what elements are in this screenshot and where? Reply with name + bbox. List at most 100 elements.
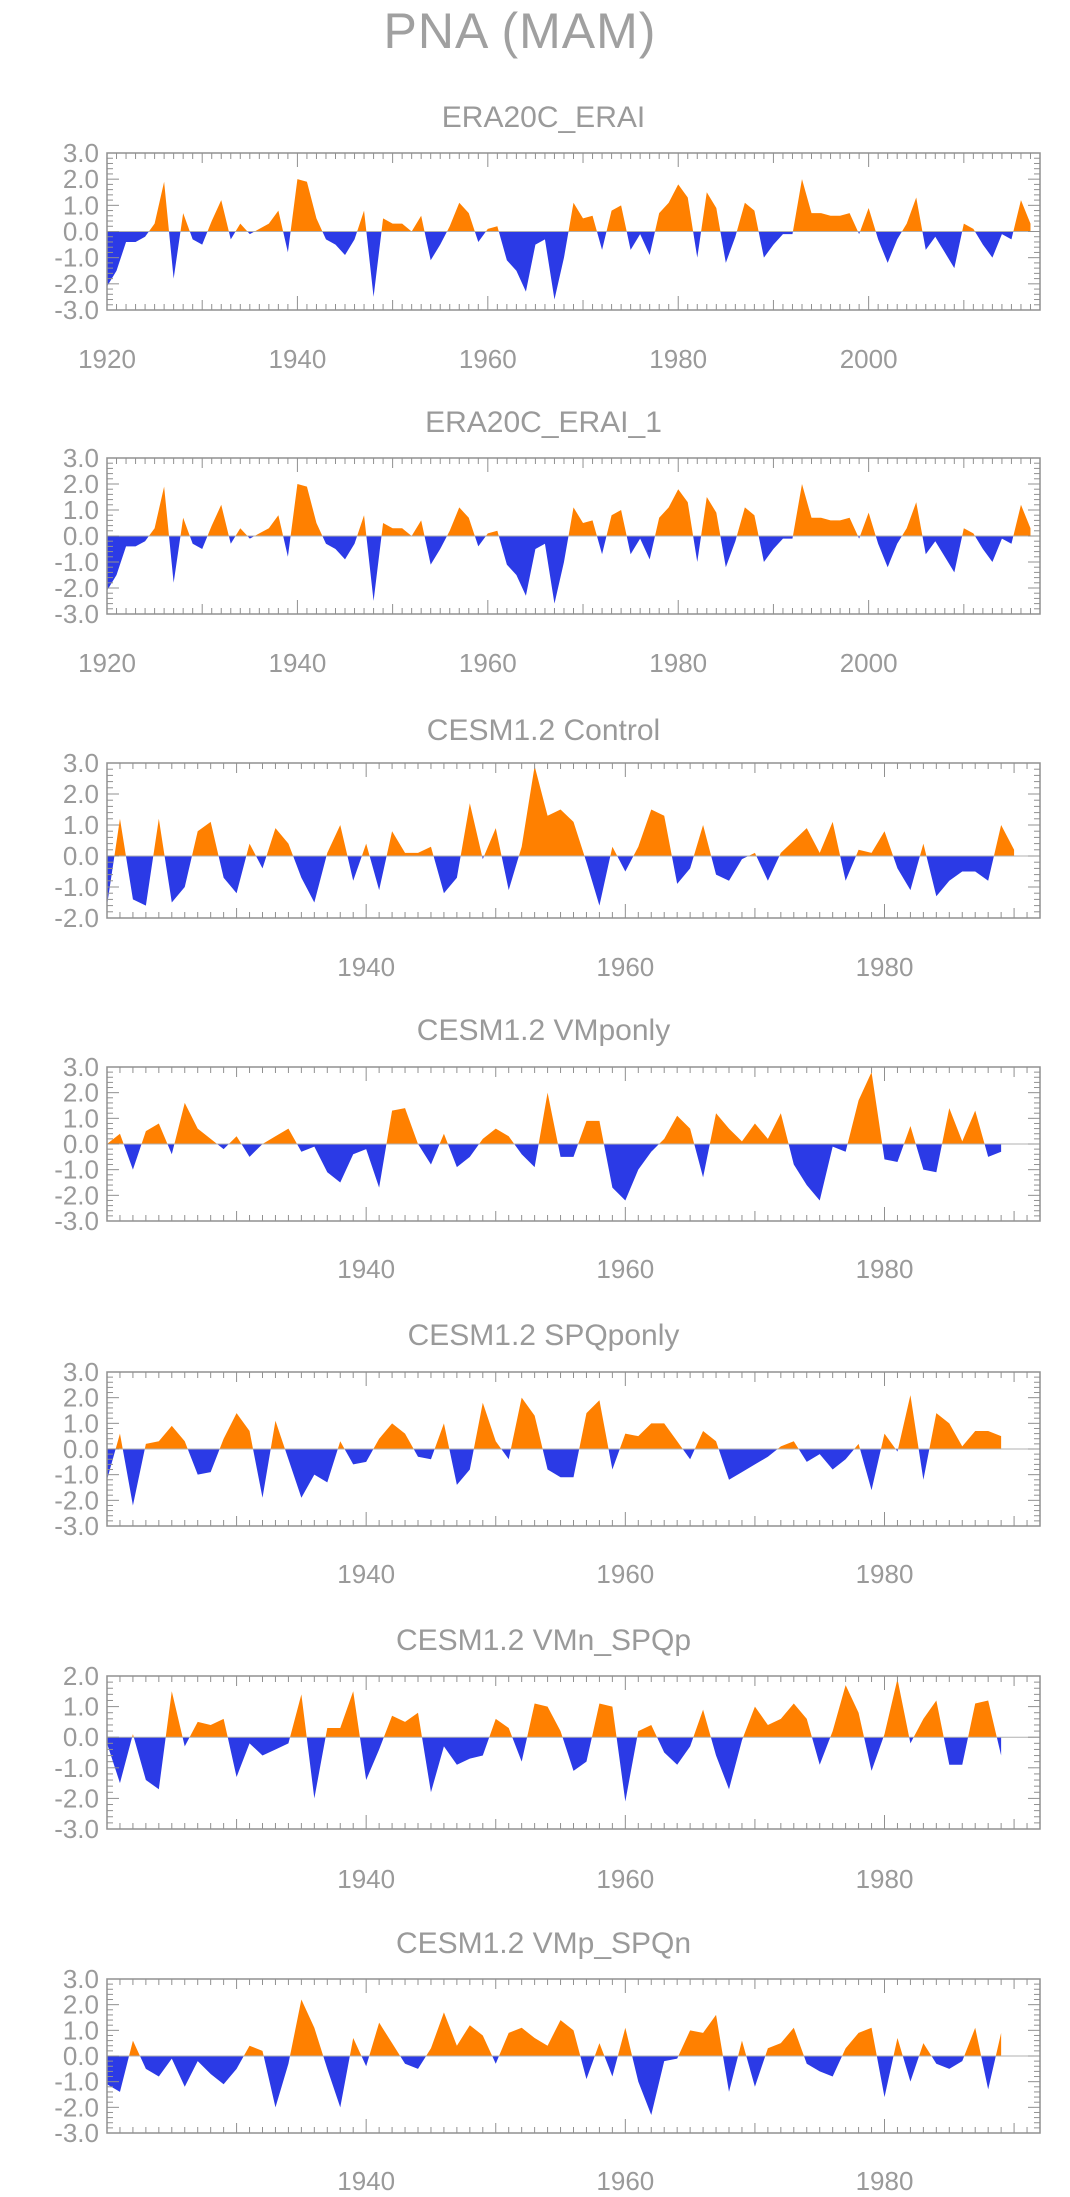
negative-area — [107, 536, 1031, 604]
x-tick-label: 1920 — [78, 344, 136, 374]
panel-1: ERA20C_ERAI 3.02.01.00.0-1.0-2.0-3.0 1920 1… — [54, 101, 1041, 374]
y-tick-label: -3.0 — [54, 1511, 99, 1541]
x-tick-label: 1940 — [337, 1254, 395, 1284]
y-tick-label: 1.0 — [63, 2015, 99, 2045]
x-tick-label: 1940 — [268, 648, 326, 678]
y-tick-label: -2.0 — [54, 903, 99, 933]
x-tick-label: 1980 — [856, 1559, 914, 1589]
y-tick-label: 0.0 — [63, 521, 99, 551]
y-tick-label: 1.0 — [63, 1103, 99, 1133]
positive-area — [107, 1395, 1002, 1449]
positive-area — [107, 766, 1015, 856]
y-tick-label: -3.0 — [54, 295, 99, 325]
x-tick-label: 1960 — [596, 1254, 654, 1284]
y-tick-label: 3.0 — [63, 1357, 99, 1387]
y-tick-label: 0.0 — [63, 2041, 99, 2071]
panel-2: ERA20C_ERAI_1 3.02.01.00.0-1.0-2.0-3.0 192… — [54, 406, 1041, 678]
panel-title: ERA20C_ERAI_1 — [425, 406, 662, 439]
negative-area — [107, 1737, 1002, 1802]
positive-area — [107, 1072, 1002, 1144]
x-tick-label: 1960 — [459, 344, 517, 374]
y-tick-label: 3.0 — [63, 443, 99, 473]
negative-area — [107, 2056, 1002, 2116]
panel-title: CESM1.2 SPQponly — [408, 1319, 680, 1352]
y-tick-label: 1.0 — [63, 495, 99, 525]
y-tick-label: 1.0 — [63, 1408, 99, 1438]
y-tick-label: 2.0 — [63, 469, 99, 499]
y-tick-label: -1.0 — [54, 243, 99, 273]
panel-title: CESM1.2 Control — [427, 714, 660, 747]
x-tick-label: 2000 — [840, 648, 898, 678]
y-tick-label: -1.0 — [54, 872, 99, 902]
x-tick-label: 1980 — [856, 1254, 914, 1284]
x-tick-label: 1980 — [856, 952, 914, 982]
panel-title: CESM1.2 VMponly — [417, 1014, 670, 1047]
negative-area — [107, 231, 1031, 300]
y-tick-label: -3.0 — [54, 1814, 99, 1844]
y-tick-label: 2.0 — [63, 779, 99, 809]
panel-title: CESM1.2 VMn_SPQp — [396, 1624, 691, 1657]
y-tick-label: 0.0 — [63, 1434, 99, 1464]
y-tick-label: 1.0 — [63, 190, 99, 220]
positive-area — [107, 179, 1031, 232]
x-tick-label: 1920 — [78, 648, 136, 678]
panel-6: CESM1.2 VMn_SPQp 2.01.00.0-1.0-2.0-3.0 194… — [54, 1624, 1041, 1894]
y-tick-label: 0.0 — [63, 1722, 99, 1752]
x-tick-label: 1980 — [856, 2166, 914, 2196]
y-tick-label: 2.0 — [63, 1078, 99, 1108]
y-tick-label: 3.0 — [63, 748, 99, 778]
y-tick-label: 0.0 — [63, 1129, 99, 1159]
y-tick-label: -1.0 — [54, 2067, 99, 2097]
panel-title: CESM1.2 VMp_SPQn — [396, 1927, 691, 1960]
x-tick-label: 2000 — [840, 344, 898, 374]
y-tick-label: 0.0 — [63, 841, 99, 871]
x-tick-label: 1960 — [596, 2166, 654, 2196]
y-tick-label: 3.0 — [63, 1964, 99, 1994]
y-tick-label: -3.0 — [54, 599, 99, 629]
x-tick-label: 1960 — [596, 1559, 654, 1589]
y-tick-label: 0.0 — [63, 217, 99, 247]
x-tick-label: 1940 — [337, 1559, 395, 1589]
panel-3: CESM1.2 Control 3.02.01.00.0-1.0-2.0 1940 1… — [54, 714, 1041, 982]
positive-area — [107, 484, 1031, 536]
x-tick-label: 1940 — [268, 344, 326, 374]
y-tick-label: -2.0 — [54, 573, 99, 603]
y-tick-label: 3.0 — [63, 1052, 99, 1082]
y-tick-label: -1.0 — [54, 1155, 99, 1185]
negative-area — [107, 1144, 1002, 1201]
x-tick-label: 1980 — [649, 344, 707, 374]
y-tick-label: -2.0 — [54, 269, 99, 299]
y-tick-label: 2.0 — [63, 1661, 99, 1691]
x-tick-label: 1940 — [337, 1864, 395, 1894]
x-tick-label: 1960 — [596, 1864, 654, 1894]
y-tick-label: 1.0 — [63, 1692, 99, 1722]
y-tick-label: 2.0 — [63, 164, 99, 194]
y-tick-label: -3.0 — [54, 2118, 99, 2148]
positive-area — [107, 1999, 1002, 2056]
y-tick-label: 2.0 — [63, 1383, 99, 1413]
y-tick-label: -2.0 — [54, 1485, 99, 1515]
panel-5: CESM1.2 SPQponly 3.02.01.00.0-1.0-2.0-3.0… — [54, 1319, 1041, 1589]
y-tick-label: -1.0 — [54, 1460, 99, 1490]
y-tick-label: -2.0 — [54, 1783, 99, 1813]
y-tick-label: -2.0 — [54, 2092, 99, 2122]
figure-title: PNA (MAM) — [383, 3, 657, 59]
panel-7: CESM1.2 VMp_SPQn 3.02.01.00.0-1.0-2.0-3.0… — [54, 1927, 1041, 2196]
x-tick-label: 1960 — [459, 648, 517, 678]
x-tick-label: 1960 — [596, 952, 654, 982]
x-tick-label: 1940 — [337, 952, 395, 982]
positive-area — [107, 1679, 1002, 1738]
panel-4: CESM1.2 VMponly 3.02.01.00.0-1.0-2.0-3.0 1… — [54, 1014, 1041, 1284]
panel-title: ERA20C_ERAI — [442, 101, 645, 134]
y-tick-label: 3.0 — [63, 138, 99, 168]
y-tick-label: -1.0 — [54, 547, 99, 577]
negative-area — [107, 1449, 1002, 1506]
y-tick-label: 2.0 — [63, 1990, 99, 2020]
x-tick-label: 1980 — [856, 1864, 914, 1894]
y-tick-label: 1.0 — [63, 810, 99, 840]
y-tick-label: -2.0 — [54, 1180, 99, 1210]
x-tick-label: 1980 — [649, 648, 707, 678]
y-tick-label: -3.0 — [54, 1206, 99, 1236]
